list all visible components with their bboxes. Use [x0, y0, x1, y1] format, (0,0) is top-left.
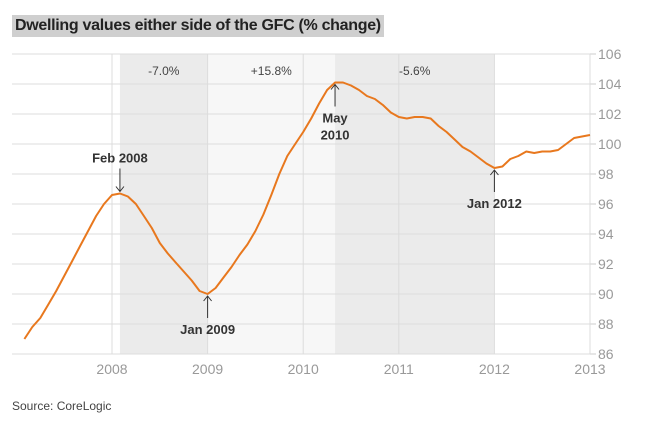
x-tick-label: 2012: [479, 361, 510, 377]
annotation-label: Jan 2009: [180, 322, 235, 337]
band-label: -7.0%: [148, 64, 180, 78]
x-tick-label: 2010: [288, 361, 319, 377]
x-tick-label: 2009: [192, 361, 223, 377]
annotation-label: Feb 2008: [92, 151, 148, 166]
y-tick-label: 86: [598, 346, 614, 362]
y-tick-label: 100: [598, 136, 622, 152]
y-tick-label: 92: [598, 256, 614, 272]
y-tick-label: 94: [598, 226, 614, 242]
arrowhead-icon: [115, 186, 125, 193]
band-label: -5.6%: [399, 64, 431, 78]
y-tick-label: 106: [598, 46, 622, 62]
x-tick-label: 2008: [96, 361, 127, 377]
y-tick-label: 96: [598, 196, 614, 212]
x-tick-label: 2013: [574, 361, 605, 377]
annotation-label: 2010: [321, 128, 350, 143]
chart-title: Dwelling values either side of the GFC (…: [12, 15, 384, 37]
x-tick-label: 2011: [384, 361, 414, 377]
y-tick-label: 104: [598, 76, 622, 92]
annotation-label: May: [322, 111, 348, 126]
arrowhead-icon: [203, 295, 212, 302]
band-label: +15.8%: [251, 64, 292, 78]
data-line: [23, 81, 591, 340]
arrowhead-icon: [490, 169, 499, 176]
y-tick-label: 90: [598, 286, 614, 302]
arrowhead-icon: [330, 83, 340, 90]
annotation-label: Jan 2012: [467, 196, 522, 211]
chart-source: Source: CoreLogic: [12, 399, 112, 413]
y-tick-label: 102: [598, 106, 622, 122]
y-tick-label: 98: [598, 166, 614, 182]
y-tick-label: 88: [598, 316, 614, 332]
